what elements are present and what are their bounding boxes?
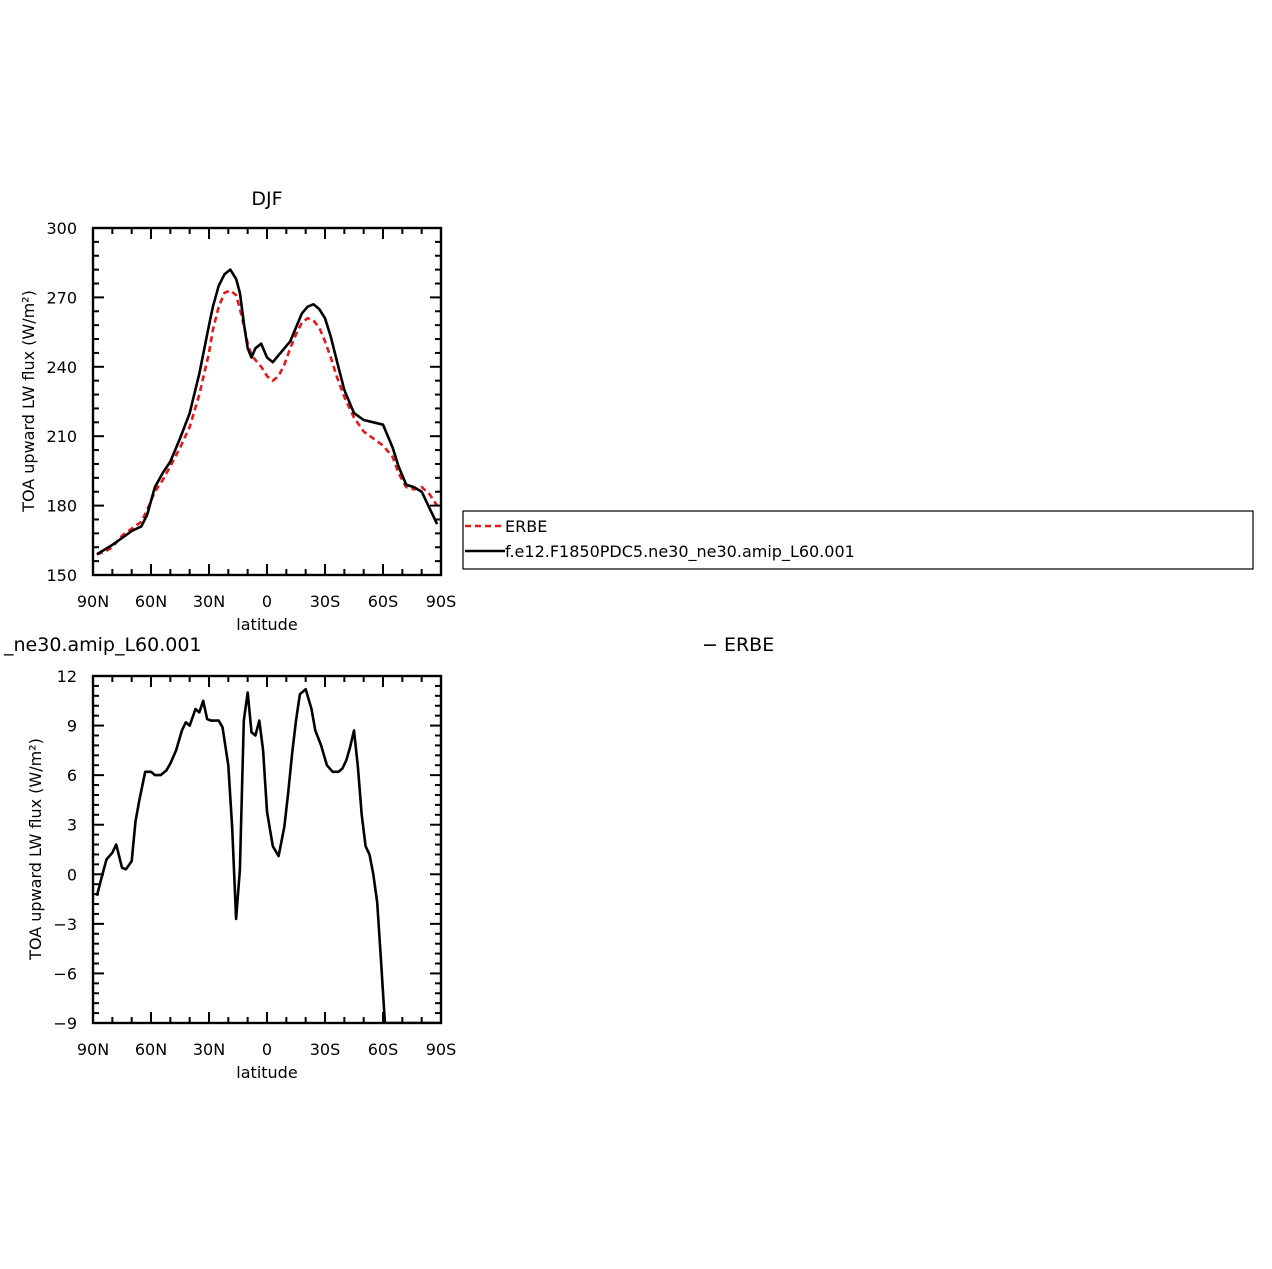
y-tick-label: 150 — [46, 566, 77, 585]
x-tick-label: 30N — [193, 592, 225, 611]
x-tick-label: 90N — [77, 592, 109, 611]
x-axis-label: latitude — [236, 1063, 297, 1082]
x-tick-label: 90N — [77, 1040, 109, 1059]
x-tick-label: 90S — [426, 1040, 457, 1059]
x-axis-label: latitude — [236, 615, 297, 634]
y-tick-label: 270 — [46, 288, 77, 307]
y-tick-label: 6 — [67, 766, 77, 785]
series-line-model — [96, 268, 439, 556]
y-tick-label: −3 — [53, 915, 77, 934]
plot-area: 90N 60N 30N 0 30S 60S 90S 150 180 210 240 270 300 — [46, 219, 456, 611]
y-tick-label: 240 — [46, 358, 77, 377]
x-tick-label: 0 — [262, 592, 272, 611]
y-tick-label: −9 — [53, 1014, 77, 1033]
x-tick-label: 60S — [368, 592, 399, 611]
y-tick-label: 180 — [46, 497, 77, 516]
y-tick-label: 9 — [67, 717, 77, 736]
x-tick-label: 60N — [135, 592, 167, 611]
y-tick-label: 0 — [67, 865, 77, 884]
y-tick-label: 210 — [46, 427, 77, 446]
series-line-difference — [95, 687, 440, 1023]
plot-frame — [91, 674, 443, 1025]
x-tick-label: 30N — [193, 1040, 225, 1059]
panel-title-right: − ERBE — [702, 634, 774, 656]
legend-label-model: f.e12.F1850PDC5.ne30_ne30.amip_L60.001 — [505, 542, 855, 562]
plot-area: 90N 60N 30N 0 30S 60S 90S −9 −6 −3 0 3 6 9 12 — [53, 667, 456, 1059]
y-tick-label: 12 — [57, 667, 77, 686]
panel-title: DJF — [251, 188, 282, 210]
x-tick-label: 90S — [426, 592, 457, 611]
legend: ERBE f.e12.F1850PDC5.ne30_ne30.amip_L60.… — [462, 510, 1254, 570]
legend-box — [462, 510, 1254, 570]
series-line-erbe — [96, 289, 439, 556]
plot-frame — [91, 226, 443, 577]
x-tick-label: 30S — [310, 1040, 341, 1059]
y-tick-label: 300 — [46, 219, 77, 238]
y-tick-label: −6 — [53, 964, 77, 983]
x-tick-label: 60N — [135, 1040, 167, 1059]
x-tick-label: 0 — [262, 1040, 272, 1059]
y-axis-label: TOA upward LW flux (W/m²) — [26, 738, 45, 961]
x-tick-label: 30S — [310, 592, 341, 611]
y-axis-label: TOA upward LW flux (W/m²) — [19, 290, 38, 513]
y-tick-label: 3 — [67, 816, 77, 835]
legend-label-erbe: ERBE — [505, 517, 547, 536]
difference-panel: _ne30.amip_L60.001 − ERBE 90N 60N 30N 0 30S 6… — [3, 634, 774, 1082]
panel-title-left: _ne30.amip_L60.001 — [3, 634, 202, 656]
x-tick-label: 60S — [368, 1040, 399, 1059]
djf-panel: DJF 90N 60N 30N 0 30S 60S 90S 150 180 210 240 270 30… — [19, 188, 456, 634]
